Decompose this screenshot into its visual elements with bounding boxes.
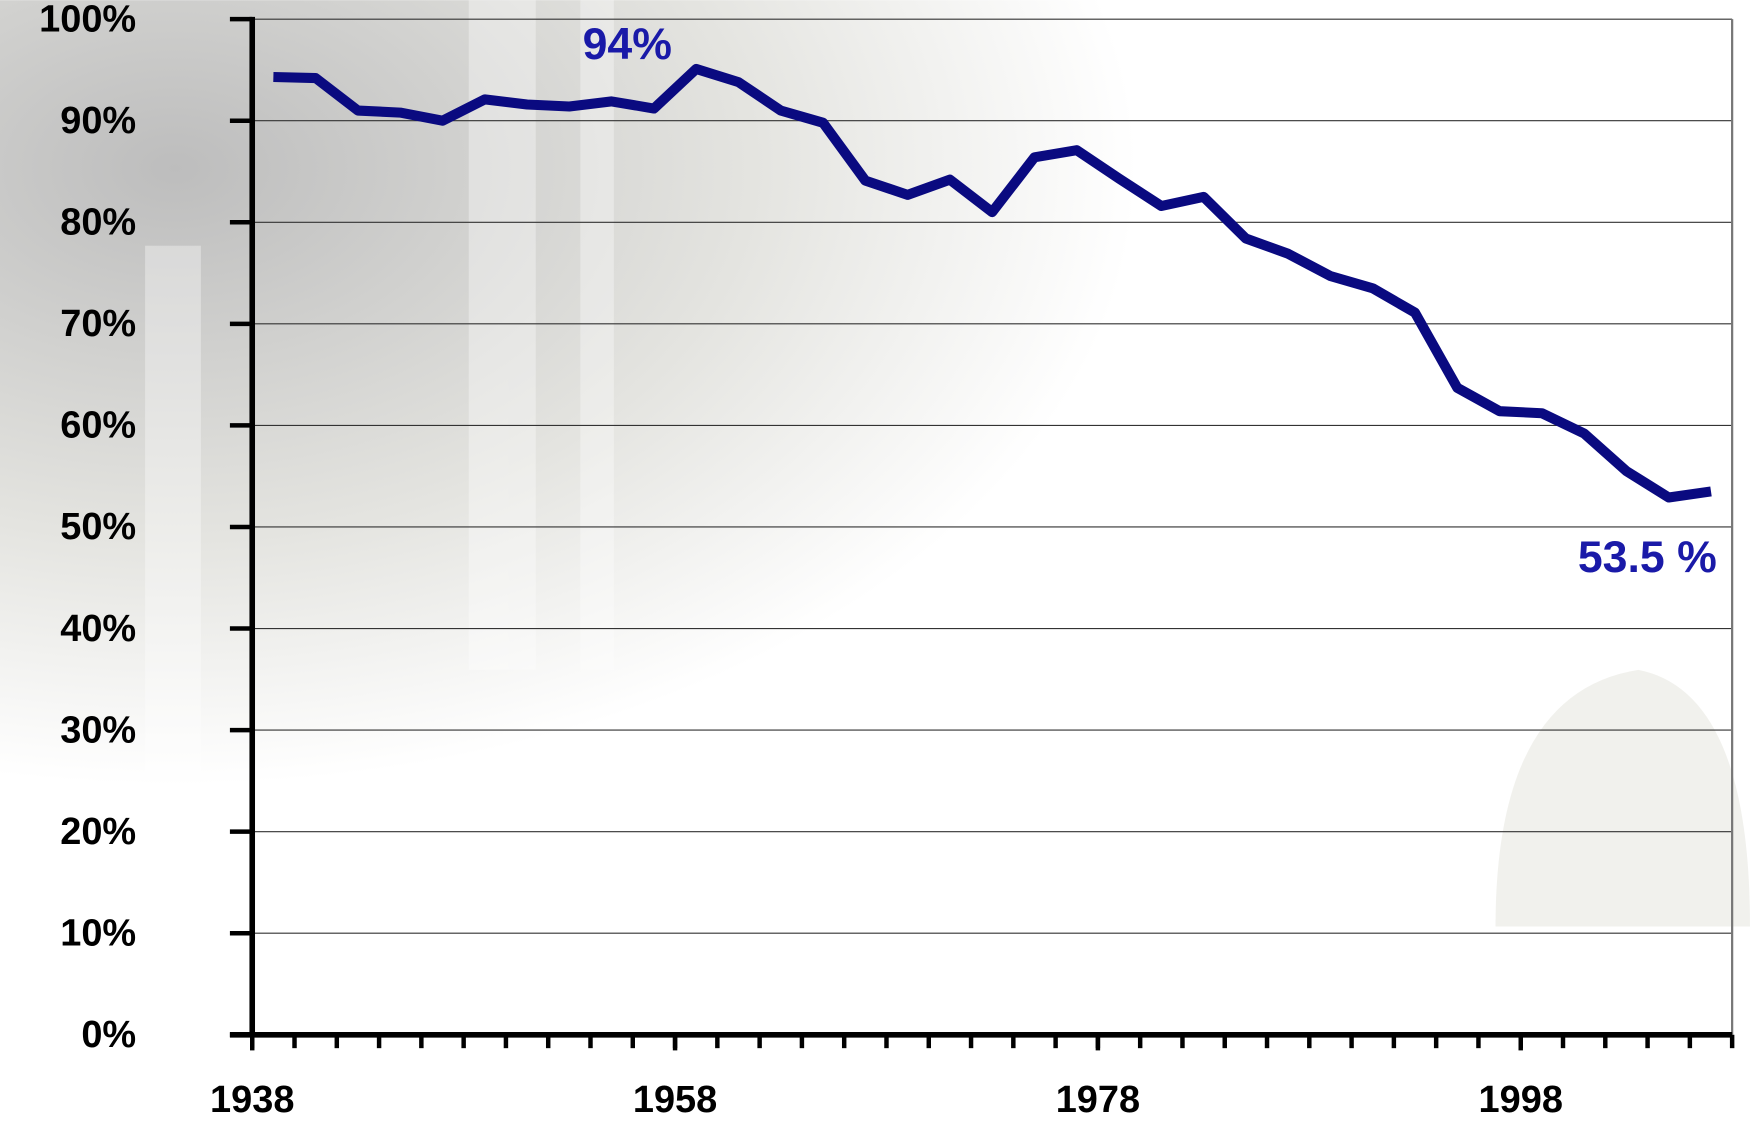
chart: 0% 10% 20% 30% 40% 50% 60% 70% 80% 90% 100% 1938 195… (0, 0, 1750, 1122)
y-tick-label: 50% (60, 506, 136, 548)
y-tick-label: 70% (60, 303, 136, 345)
y-tick-label: 60% (60, 405, 136, 447)
x-tick-label: 1998 (1479, 1079, 1563, 1121)
x-tick-label: 1958 (633, 1079, 717, 1121)
annotation: 94% (583, 20, 672, 69)
y-tick-label: 20% (60, 811, 136, 853)
y-tick-label: 0% (81, 1014, 136, 1056)
y-tick-label: 40% (60, 608, 136, 650)
page: 0% 10% 20% 30% 40% 50% 60% 70% 80% 90% 100% 1938 195… (0, 0, 1750, 1122)
y-tick-label: 80% (60, 202, 136, 244)
y-tick-label: 10% (60, 912, 136, 954)
y-tick-label: 90% (60, 100, 136, 142)
x-tick-label: 1978 (1056, 1079, 1140, 1121)
x-tick-label: 1938 (210, 1079, 294, 1121)
y-tick-label: 30% (60, 709, 136, 751)
y-tick-label: 100% (39, 0, 136, 40)
annotation: 53.5 % (1578, 533, 1717, 582)
